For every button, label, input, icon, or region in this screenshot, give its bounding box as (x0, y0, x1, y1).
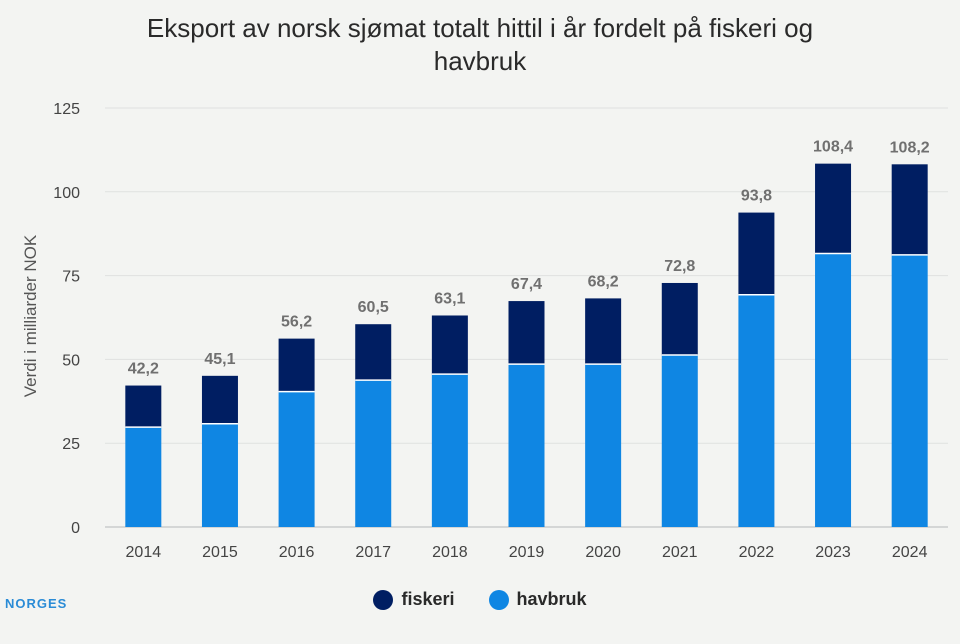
bar-fiskeri-2019 (508, 301, 545, 365)
x-tick-label-2023: 2023 (815, 544, 851, 561)
total-label-2022: 93,8 (741, 188, 772, 205)
y-tick-label: 0 (71, 520, 80, 537)
bar-fiskeri-2024 (891, 164, 928, 255)
bar-fiskeri-2023 (815, 163, 852, 254)
bar-havbruk-2021 (661, 355, 698, 527)
bar-fiskeri-2021 (661, 282, 698, 356)
bar-havbruk-2022 (738, 294, 775, 527)
y-tick-label: 25 (62, 436, 80, 453)
bar-havbruk-2023 (815, 253, 852, 527)
y-tick-label: 75 (62, 269, 80, 286)
total-label-2019: 67,4 (511, 276, 542, 293)
total-label-2020: 68,2 (588, 273, 619, 290)
y-axis-label: Verdi i milliarder NOK (21, 234, 40, 397)
bar-havbruk-2015 (201, 423, 238, 527)
total-label-2016: 56,2 (281, 314, 312, 331)
legend-marker-fiskeri (373, 589, 394, 610)
chart-title-line-2: havbruk (433, 46, 527, 76)
bar-fiskeri-2015 (201, 375, 238, 424)
y-axis-ticks: 0 25 50 75 100 125 (53, 101, 80, 537)
x-tick-label-2019: 2019 (509, 544, 545, 561)
total-label-2024: 108,2 (890, 139, 930, 156)
bar-havbruk-2020 (585, 364, 622, 527)
bar-fiskeri-2017 (355, 324, 392, 381)
total-label-2023: 108,4 (813, 139, 853, 156)
bar-fiskeri-2018 (431, 315, 468, 375)
norges-logo-text: NORGES (5, 596, 68, 610)
total-label-2018: 63,1 (434, 290, 465, 307)
chart-title: Eksport av norsk sjømat totalt hittil i … (0, 12, 960, 78)
x-axis-ticks: 2014 2015 2016 2017 2018 2019 2020 2021 2022 2023… (126, 544, 928, 561)
x-tick-label-2014: 2014 (126, 544, 162, 561)
x-tick-label-2024: 2024 (892, 544, 928, 561)
x-tick-label-2017: 2017 (355, 544, 391, 561)
x-tick-label-2018: 2018 (432, 544, 468, 561)
legend-item-fiskeri: fiskeri (373, 589, 455, 610)
bar-havbruk-2018 (431, 374, 468, 527)
bar-havbruk-2024 (891, 254, 928, 527)
bar-fiskeri-2016 (278, 338, 315, 392)
bar-havbruk-2017 (355, 380, 392, 527)
total-label-2014: 42,2 (128, 361, 159, 378)
bar-fiskeri-2020 (585, 298, 622, 365)
total-labels: 42,2 45,1 56,2 60,5 63,1 67,4 68,2 72,8 93,8 108,… (128, 139, 930, 378)
bar-havbruk-2014 (125, 427, 162, 527)
bar-havbruk-2016 (278, 391, 315, 527)
total-label-2021: 72,8 (664, 258, 695, 275)
legend-label-fiskeri: fiskeri (401, 589, 455, 609)
legend: fiskeri havbruk (0, 589, 960, 610)
y-tick-label: 100 (53, 185, 80, 202)
total-label-2015: 45,1 (204, 351, 235, 368)
x-tick-label-2021: 2021 (662, 544, 698, 561)
x-tick-label-2015: 2015 (202, 544, 238, 561)
total-label-2017: 60,5 (358, 299, 389, 316)
x-tick-label-2016: 2016 (279, 544, 315, 561)
bar-fiskeri-2022 (738, 212, 775, 295)
x-tick-label-2022: 2022 (739, 544, 775, 561)
x-tick-label-2020: 2020 (585, 544, 621, 561)
y-tick-label: 125 (53, 101, 80, 118)
legend-marker-havbruk (488, 589, 509, 610)
legend-label-havbruk: havbruk (516, 589, 587, 609)
chart-title-line-1: Eksport av norsk sjømat totalt hittil i … (146, 13, 814, 43)
bar-fiskeri-2014 (125, 385, 162, 428)
bar-havbruk-2019 (508, 364, 545, 527)
bars (125, 163, 928, 527)
legend-item-havbruk: havbruk (488, 589, 587, 610)
y-tick-label: 50 (62, 352, 80, 369)
